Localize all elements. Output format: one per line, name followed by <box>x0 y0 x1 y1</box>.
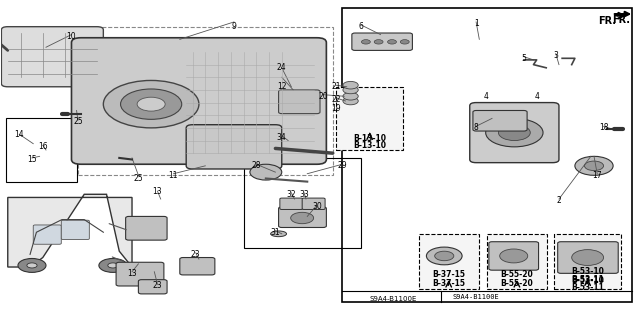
Text: 19: 19 <box>331 104 340 113</box>
Text: 16: 16 <box>38 142 47 151</box>
Text: 30: 30 <box>312 203 322 211</box>
FancyBboxPatch shape <box>72 38 326 164</box>
FancyBboxPatch shape <box>557 242 618 273</box>
Circle shape <box>343 93 358 100</box>
Text: 18: 18 <box>599 123 608 132</box>
FancyBboxPatch shape <box>352 33 412 50</box>
Circle shape <box>27 263 37 268</box>
Circle shape <box>250 164 282 180</box>
Text: B-53-11: B-53-11 <box>571 275 604 284</box>
Text: 6: 6 <box>359 22 364 31</box>
Text: 14: 14 <box>15 130 24 139</box>
Circle shape <box>291 212 314 224</box>
Text: 20: 20 <box>318 92 328 101</box>
Ellipse shape <box>271 231 287 237</box>
Circle shape <box>343 97 358 105</box>
Text: FR.: FR. <box>612 15 630 25</box>
FancyBboxPatch shape <box>419 234 479 289</box>
Text: B-13-10: B-13-10 <box>353 134 386 144</box>
Text: B-13-10: B-13-10 <box>353 141 386 150</box>
Text: B-37-15: B-37-15 <box>432 271 465 279</box>
FancyBboxPatch shape <box>138 280 167 294</box>
Circle shape <box>108 263 118 268</box>
Text: 12: 12 <box>277 82 287 91</box>
Text: 5: 5 <box>522 54 526 63</box>
Text: B-53-10: B-53-10 <box>571 276 604 285</box>
Text: B-37-15: B-37-15 <box>432 279 465 288</box>
Text: 32: 32 <box>287 190 296 199</box>
Circle shape <box>18 258 46 272</box>
Polygon shape <box>8 194 132 267</box>
Text: 10: 10 <box>67 32 76 41</box>
Text: 4: 4 <box>534 92 539 101</box>
Circle shape <box>362 40 371 44</box>
Text: 8: 8 <box>474 123 479 132</box>
Circle shape <box>120 89 182 119</box>
Text: 17: 17 <box>593 171 602 180</box>
Text: 15: 15 <box>27 155 36 164</box>
Circle shape <box>99 258 127 272</box>
Text: 33: 33 <box>299 190 309 199</box>
Text: B-53-10: B-53-10 <box>571 267 604 276</box>
FancyBboxPatch shape <box>280 198 303 210</box>
Circle shape <box>343 86 358 94</box>
FancyBboxPatch shape <box>336 87 403 150</box>
Text: S9A4-B1100E: S9A4-B1100E <box>369 296 417 302</box>
Circle shape <box>499 125 531 141</box>
Text: 1: 1 <box>474 19 479 28</box>
FancyBboxPatch shape <box>278 207 326 227</box>
Circle shape <box>400 40 409 44</box>
Text: B-53-11: B-53-11 <box>571 283 604 292</box>
Text: 28: 28 <box>252 161 261 170</box>
FancyBboxPatch shape <box>489 242 539 270</box>
Text: 34: 34 <box>277 133 287 142</box>
FancyBboxPatch shape <box>487 234 547 289</box>
Text: S9A4-B1100E: S9A4-B1100E <box>452 294 499 300</box>
FancyBboxPatch shape <box>554 234 621 289</box>
Circle shape <box>575 156 613 175</box>
FancyBboxPatch shape <box>61 220 90 240</box>
Text: 11: 11 <box>169 171 178 180</box>
Text: 13: 13 <box>127 269 137 278</box>
Text: 23: 23 <box>153 281 163 291</box>
Text: 2: 2 <box>557 196 561 205</box>
Text: FR.: FR. <box>598 16 616 26</box>
Circle shape <box>584 161 604 171</box>
Circle shape <box>426 247 462 265</box>
FancyBboxPatch shape <box>278 90 320 114</box>
Text: 25: 25 <box>134 174 143 183</box>
Circle shape <box>103 80 199 128</box>
FancyBboxPatch shape <box>116 262 164 286</box>
Circle shape <box>343 81 358 89</box>
FancyBboxPatch shape <box>33 225 61 244</box>
Text: 13: 13 <box>153 187 163 196</box>
Text: 3: 3 <box>554 51 558 60</box>
Text: 4: 4 <box>483 92 488 101</box>
Text: 21: 21 <box>331 82 340 91</box>
FancyBboxPatch shape <box>180 257 215 275</box>
Circle shape <box>388 40 396 44</box>
FancyBboxPatch shape <box>470 103 559 163</box>
Circle shape <box>500 249 528 263</box>
FancyBboxPatch shape <box>125 216 167 240</box>
FancyBboxPatch shape <box>302 198 325 210</box>
Text: 9: 9 <box>232 22 236 31</box>
Circle shape <box>572 250 604 265</box>
Text: 23: 23 <box>191 250 200 259</box>
Text: B-55-20: B-55-20 <box>500 279 533 288</box>
Text: 22: 22 <box>331 95 340 104</box>
Text: B-55-20: B-55-20 <box>500 271 533 279</box>
FancyBboxPatch shape <box>473 110 527 131</box>
Text: 25: 25 <box>73 117 83 126</box>
Circle shape <box>435 251 454 261</box>
Circle shape <box>137 97 165 111</box>
Circle shape <box>374 40 383 44</box>
Text: 24: 24 <box>277 63 287 72</box>
Text: 29: 29 <box>337 161 347 170</box>
Circle shape <box>486 118 543 147</box>
FancyBboxPatch shape <box>1 27 103 87</box>
FancyBboxPatch shape <box>186 125 282 169</box>
Text: 31: 31 <box>271 228 280 237</box>
